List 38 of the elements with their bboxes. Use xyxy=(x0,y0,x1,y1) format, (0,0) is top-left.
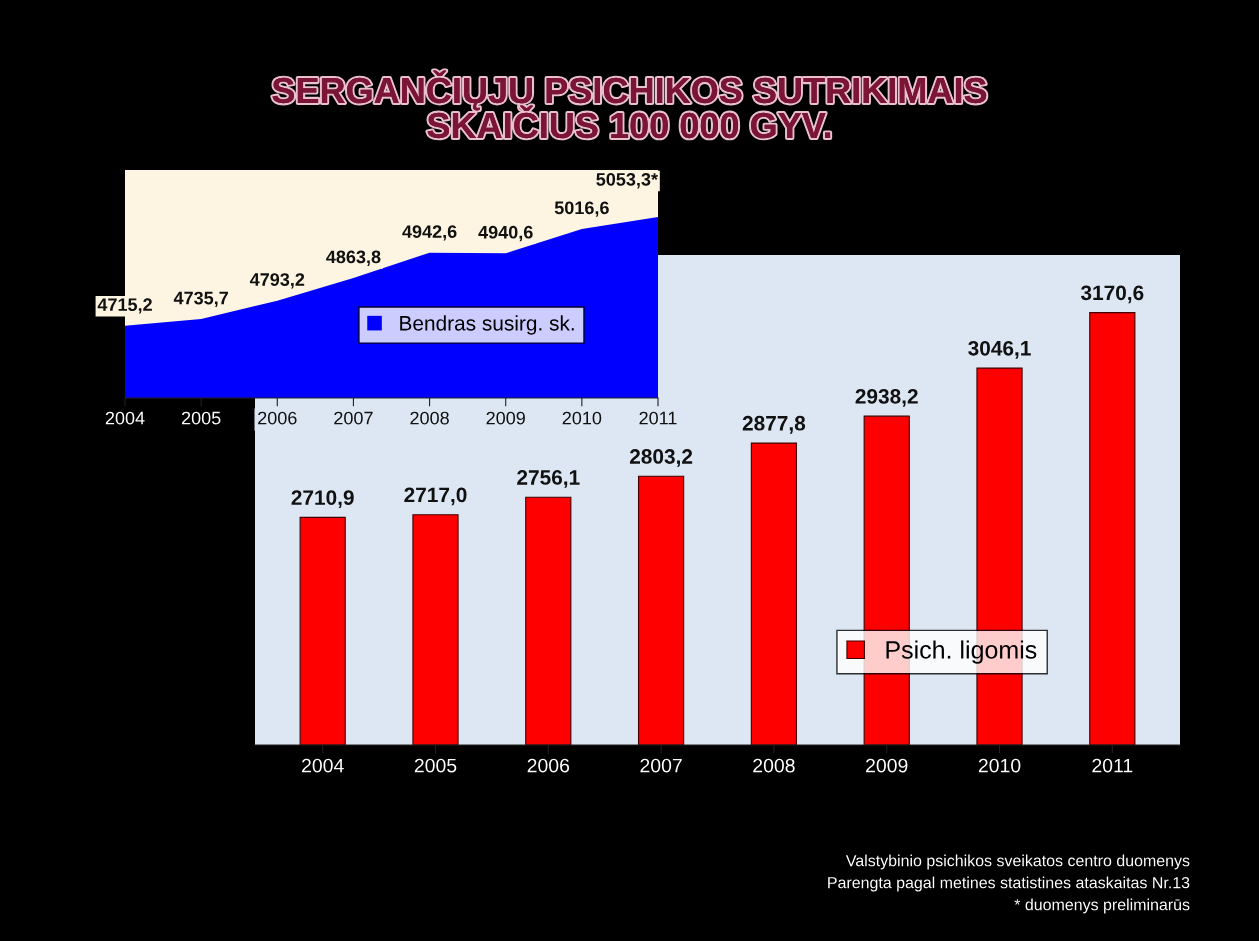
data-label: 4735,7 xyxy=(173,291,228,308)
text: Valstybinio psichikos sveikatos centro duomenys xyxy=(845,854,1190,870)
data-label: 2717,0 xyxy=(404,487,467,506)
data-label: 2710,9 xyxy=(291,490,354,508)
data-label: 3170,6 xyxy=(1080,285,1144,304)
data-label: 2938,2 xyxy=(855,388,918,407)
x-tick-label: 2010 xyxy=(978,758,1021,773)
x-tick-label: 2011 xyxy=(1092,758,1133,773)
data-label: 2803,2 xyxy=(629,449,693,467)
chart-title: SERGANČIŲJŲ PSICHIKOS SUTRIKIMAIS SKAIČIUS 100 000 GYV. xyxy=(272,70,987,139)
x-tick-label: 2008 xyxy=(410,411,449,425)
text: Parengta pagal metines statistines ataskaitas Nr.13 xyxy=(828,876,1190,892)
x-tick-label: 2006 xyxy=(258,411,297,425)
x-tick-label: 2008 xyxy=(753,758,795,773)
data-label: 2756,1 xyxy=(517,470,580,488)
x-tick-label: 2005 xyxy=(181,411,221,425)
data-label: 3046,1 xyxy=(968,340,1031,359)
x-tick-label: 2006 xyxy=(527,758,570,773)
legend-label: Bendras susirg. sk. xyxy=(400,315,574,335)
x-tick-label: 2009 xyxy=(486,411,525,425)
x-tick-label: 2007 xyxy=(334,411,373,425)
data-label: 4863,8 xyxy=(326,250,381,266)
data-label: 4940,6 xyxy=(478,225,533,242)
x-tick-label: 2004 xyxy=(302,758,344,773)
data-label: 4942,6 xyxy=(402,225,457,241)
text: * duomenys preliminarūs xyxy=(1014,898,1190,914)
data-label: 4793,2 xyxy=(249,273,305,289)
x-tick-label: 2005 xyxy=(414,758,457,773)
data-label: 5016,6 xyxy=(554,201,609,217)
legend-label: Psich. ligomis xyxy=(886,640,1037,664)
x-tick-label: 2010 xyxy=(562,411,602,425)
x-tick-label: 2011 xyxy=(639,411,677,425)
x-tick-label: 2004 xyxy=(105,411,145,425)
data-label: 5053,3* xyxy=(596,172,658,189)
data-label: 4715,2 xyxy=(97,298,152,314)
x-tick-label: 2007 xyxy=(640,758,682,773)
data-label: 2877,8 xyxy=(742,415,806,434)
x-tick-label: 2009 xyxy=(866,758,908,773)
